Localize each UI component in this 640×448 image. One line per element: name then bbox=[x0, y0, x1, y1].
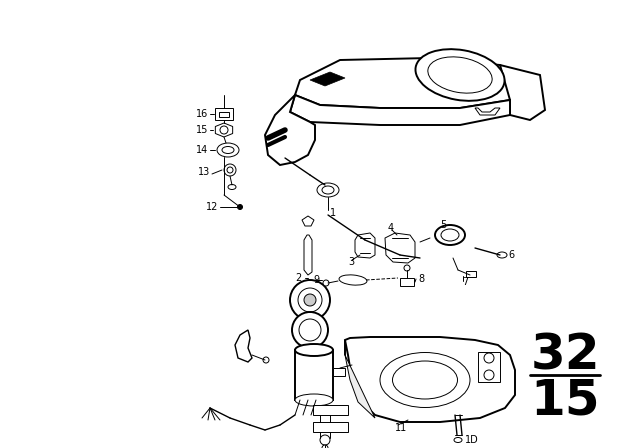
Bar bbox=[313, 422, 348, 432]
Ellipse shape bbox=[454, 438, 462, 443]
Ellipse shape bbox=[497, 252, 507, 258]
Circle shape bbox=[237, 204, 243, 210]
Text: 15: 15 bbox=[530, 376, 600, 424]
Text: 13: 13 bbox=[198, 167, 210, 177]
Text: 1: 1 bbox=[330, 208, 336, 218]
Text: 9: 9 bbox=[313, 275, 319, 285]
Ellipse shape bbox=[228, 185, 236, 190]
Ellipse shape bbox=[317, 183, 339, 197]
Bar bbox=[313, 405, 348, 415]
Ellipse shape bbox=[295, 344, 333, 356]
Circle shape bbox=[404, 265, 410, 271]
Bar bbox=[295, 350, 333, 400]
Polygon shape bbox=[355, 233, 375, 258]
Ellipse shape bbox=[222, 146, 234, 154]
Polygon shape bbox=[302, 216, 314, 226]
Ellipse shape bbox=[217, 143, 239, 157]
Polygon shape bbox=[290, 95, 510, 125]
Polygon shape bbox=[500, 65, 545, 120]
Text: 7: 7 bbox=[462, 277, 468, 287]
Circle shape bbox=[299, 319, 321, 341]
Text: 3: 3 bbox=[348, 257, 354, 267]
Polygon shape bbox=[385, 233, 415, 263]
Text: 11: 11 bbox=[395, 423, 407, 433]
Polygon shape bbox=[345, 340, 375, 418]
Circle shape bbox=[320, 435, 330, 445]
Circle shape bbox=[224, 164, 236, 176]
Polygon shape bbox=[215, 123, 233, 137]
Text: 15: 15 bbox=[196, 125, 208, 135]
Polygon shape bbox=[310, 72, 345, 86]
Text: 12: 12 bbox=[205, 202, 218, 212]
Circle shape bbox=[484, 370, 494, 380]
Text: 32: 32 bbox=[530, 331, 600, 379]
Bar bbox=[219, 112, 229, 117]
Circle shape bbox=[304, 294, 316, 306]
Bar bbox=[215, 108, 233, 120]
Text: 1D: 1D bbox=[465, 435, 479, 445]
Text: 6: 6 bbox=[508, 250, 514, 260]
Ellipse shape bbox=[295, 394, 333, 406]
Polygon shape bbox=[475, 108, 500, 115]
Ellipse shape bbox=[441, 229, 459, 241]
Circle shape bbox=[220, 126, 228, 134]
Bar bbox=[333, 368, 345, 376]
Text: 14: 14 bbox=[196, 145, 208, 155]
Ellipse shape bbox=[380, 353, 470, 408]
Circle shape bbox=[484, 353, 494, 363]
Polygon shape bbox=[304, 235, 312, 275]
Ellipse shape bbox=[392, 361, 458, 399]
Text: 8: 8 bbox=[418, 274, 424, 284]
Ellipse shape bbox=[428, 57, 492, 93]
Text: 5: 5 bbox=[440, 220, 446, 230]
Text: 2: 2 bbox=[295, 273, 301, 283]
Bar bbox=[478, 352, 500, 382]
Circle shape bbox=[292, 312, 328, 348]
Polygon shape bbox=[265, 95, 315, 165]
Ellipse shape bbox=[339, 275, 367, 285]
Circle shape bbox=[290, 280, 330, 320]
Circle shape bbox=[263, 357, 269, 363]
Circle shape bbox=[227, 167, 233, 173]
Ellipse shape bbox=[415, 49, 504, 101]
Circle shape bbox=[322, 445, 328, 448]
Polygon shape bbox=[235, 330, 252, 362]
Text: 16: 16 bbox=[196, 109, 208, 119]
Ellipse shape bbox=[435, 225, 465, 245]
Text: 4: 4 bbox=[388, 223, 394, 233]
Polygon shape bbox=[345, 337, 515, 422]
Polygon shape bbox=[295, 58, 520, 108]
Circle shape bbox=[298, 288, 322, 312]
Bar bbox=[400, 278, 414, 286]
Circle shape bbox=[323, 280, 329, 286]
Ellipse shape bbox=[322, 186, 334, 194]
Bar bbox=[466, 271, 476, 277]
